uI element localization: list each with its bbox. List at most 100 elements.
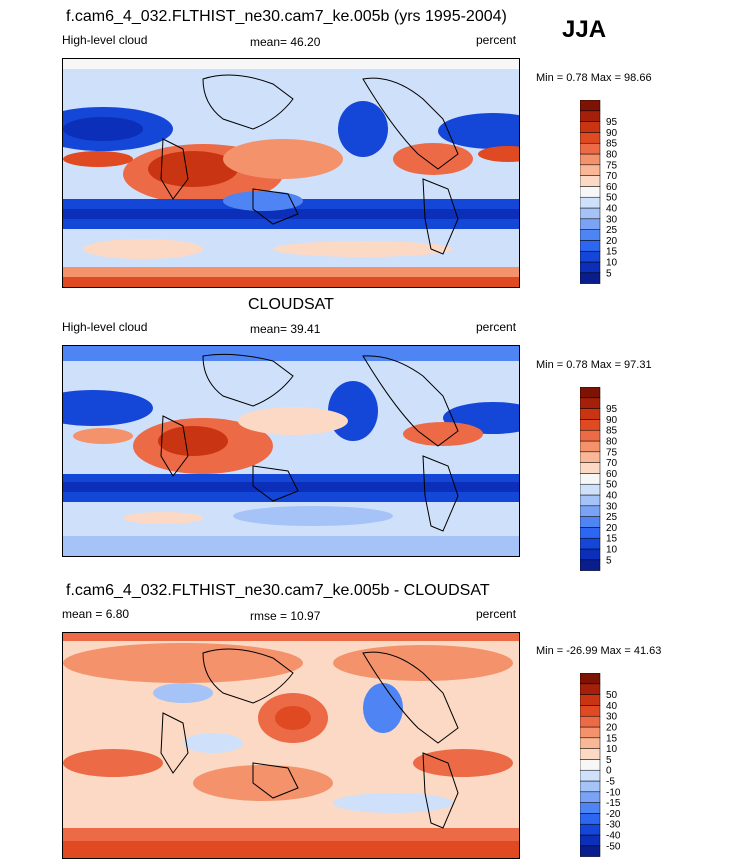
panel1-colorbar-tick-label: 20 (606, 236, 618, 247)
panel2-colorbar-box-14 (579, 408, 601, 420)
panel2-title: CLOUDSAT (248, 296, 334, 313)
panel1-colorbar-box-3 (579, 240, 601, 252)
panel3-title: f.cam6_4_032.FLTHIST_ne30.cam7_ke.005b -… (66, 582, 490, 599)
panel1-colorbar-box-2 (579, 250, 601, 263)
panel1-colorbar-box-10 (579, 164, 601, 176)
panel2-colorbar-box-6 (579, 494, 601, 507)
panel3-colorbar-box-15 (579, 683, 601, 695)
panel2-colorbar-tick-label: 5 (606, 555, 612, 566)
panel2-colorbar-box-0 (579, 559, 601, 571)
panel3-map-canvas (63, 633, 519, 858)
panel3-colorbar-box-9 (579, 748, 601, 760)
panel1-title: f.cam6_4_032.FLTHIST_ne30.cam7_ke.005b (… (66, 8, 507, 25)
panel2-colorbar-box-4 (579, 516, 601, 528)
panel3-colorbar-box-7 (579, 769, 601, 782)
panel2-colorbar-tick-label: 20 (606, 523, 618, 534)
panel3-mean-label: mean = 6.80 (62, 607, 130, 621)
panel3-colorbar-tick-label: 40 (606, 701, 618, 712)
panel1-units-label: percent (476, 33, 517, 47)
panel1-colorbar-tick-label: 5 (606, 268, 612, 279)
panel2-map (62, 345, 520, 557)
panel2-colorbar-tick-label: 60 (606, 469, 618, 480)
panel2-colorbar-tick-label: 10 (606, 545, 618, 556)
panel2-colorbar-box-11 (579, 440, 601, 453)
panel1-colorbar-tick-label: 50 (606, 193, 618, 204)
panel2-colorbar-box-8 (579, 473, 601, 485)
panel1-colorbar-box-13 (579, 132, 601, 144)
panel2-colorbar-box-3 (579, 527, 601, 539)
panel3-colorbar-box-2 (579, 823, 601, 836)
panel1-colorbar-box-11 (579, 153, 601, 166)
panel3-colorbar-box-0 (579, 845, 601, 857)
panel1-colorbar-box-7 (579, 196, 601, 209)
panel3-colorbar: -50 -40 -30 -20 -15 -10 -5 0 5 10 15 20 30 40 50 (579, 672, 640, 862)
panel2-colorbar-box-1 (579, 548, 601, 561)
panel3-colorbar-tick-label: 30 (606, 712, 618, 723)
panel1-colorbar-tick-label: 40 (606, 204, 618, 215)
panel1-mean-label: mean= 46.20 (250, 35, 321, 49)
panel3-map (62, 632, 520, 859)
panel1-colorbar-tick-label: 10 (606, 258, 618, 269)
panel2-colorbar-tick-label: 15 (606, 534, 618, 545)
panel1-colorbar: 5 10 15 20 25 30 40 50 60 70 75 80 85 90 95 (579, 99, 640, 289)
panel2-colorbar-tick-label: 95 (606, 404, 618, 415)
panel2-colorbar-tick-label: 90 (606, 415, 618, 426)
panel3-units-label: percent (476, 607, 517, 621)
panel2-map-canvas (63, 346, 519, 556)
panel1-colorbar-tick-label: 15 (606, 247, 618, 258)
panel3-colorbar-box-4 (579, 802, 601, 814)
panel3-colorbar-box-6 (579, 780, 601, 793)
panel3-colorbar-box-14 (579, 694, 601, 706)
panel2-mean-label: mean= 39.41 (250, 322, 321, 336)
panel1-colorbar-tick-label: 75 (606, 160, 618, 171)
panel1-colorbar-tick-label: 80 (606, 150, 618, 161)
panel1-colorbar-tick-label: 25 (606, 225, 618, 236)
panel2-colorbar-tick-label: 80 (606, 437, 618, 448)
panel2-colorbar-box-12 (579, 429, 601, 442)
panel3-rmse-label: rmse = 10.97 (250, 609, 321, 623)
panel3-colorbar-tick-label: -5 (606, 777, 615, 788)
panel3-colorbar-box-12 (579, 715, 601, 728)
panel1-colorbar-tick-label: 60 (606, 182, 618, 193)
panel3-colorbar-tick-label: -20 (606, 809, 621, 820)
panel2-colorbar-tick-label: 75 (606, 447, 618, 458)
panel2-colorbar-box-7 (579, 483, 601, 496)
panel3-colorbar-box-10 (579, 737, 601, 749)
panel1-colorbar-box-8 (579, 186, 601, 198)
panel2-colorbar-tick-label: 50 (606, 480, 618, 491)
panel2-colorbar-box-13 (579, 419, 601, 431)
panel1-map-canvas (63, 59, 519, 287)
panel2-colorbar-box-15 (579, 397, 601, 409)
panel3-colorbar-tick-label: 5 (606, 755, 612, 766)
panel2-left-label: High-level cloud (62, 320, 148, 334)
panel3-colorbar-box-5 (579, 791, 601, 803)
panel3-colorbar-tick-label: -15 (606, 798, 621, 809)
panel3-colorbar-tick-label: 0 (606, 766, 612, 777)
panel1-colorbar-tick-label: 30 (606, 214, 618, 225)
season-label: JJA (562, 16, 607, 43)
panel1-minmax: Min = 0.78 Max = 98.66 (536, 72, 652, 84)
panel3-colorbar-tick-label: 20 (606, 723, 618, 734)
panel1-colorbar-box-14 (579, 121, 601, 133)
panel3-colorbar-tick-label: 15 (606, 733, 618, 744)
panel1-map (62, 58, 520, 288)
panel2-colorbar-box-9 (579, 462, 601, 474)
panel2-colorbar-tick-label: 30 (606, 501, 618, 512)
panel3-minmax: Min = -26.99 Max = 41.63 (536, 645, 662, 657)
panel1-colorbar-box-1 (579, 261, 601, 274)
panel1-colorbar-box-4 (579, 229, 601, 241)
panel1-colorbar-box-5 (579, 218, 601, 230)
panel2-colorbar-tick-label: 85 (606, 426, 618, 437)
panel2-colorbar-box-2 (579, 537, 601, 550)
panel2-colorbar-tick-label: 25 (606, 512, 618, 523)
panel1-colorbar-tick-label: 70 (606, 171, 618, 182)
panel3-colorbar-box-16 (579, 672, 601, 685)
panel2-minmax: Min = 0.78 Max = 97.31 (536, 359, 652, 371)
panel1-colorbar-box-6 (579, 207, 601, 220)
panel3-colorbar-tick-label: -40 (606, 831, 621, 842)
panel1-colorbar-box-0 (579, 272, 601, 284)
panel1-colorbar-box-15 (579, 110, 601, 122)
